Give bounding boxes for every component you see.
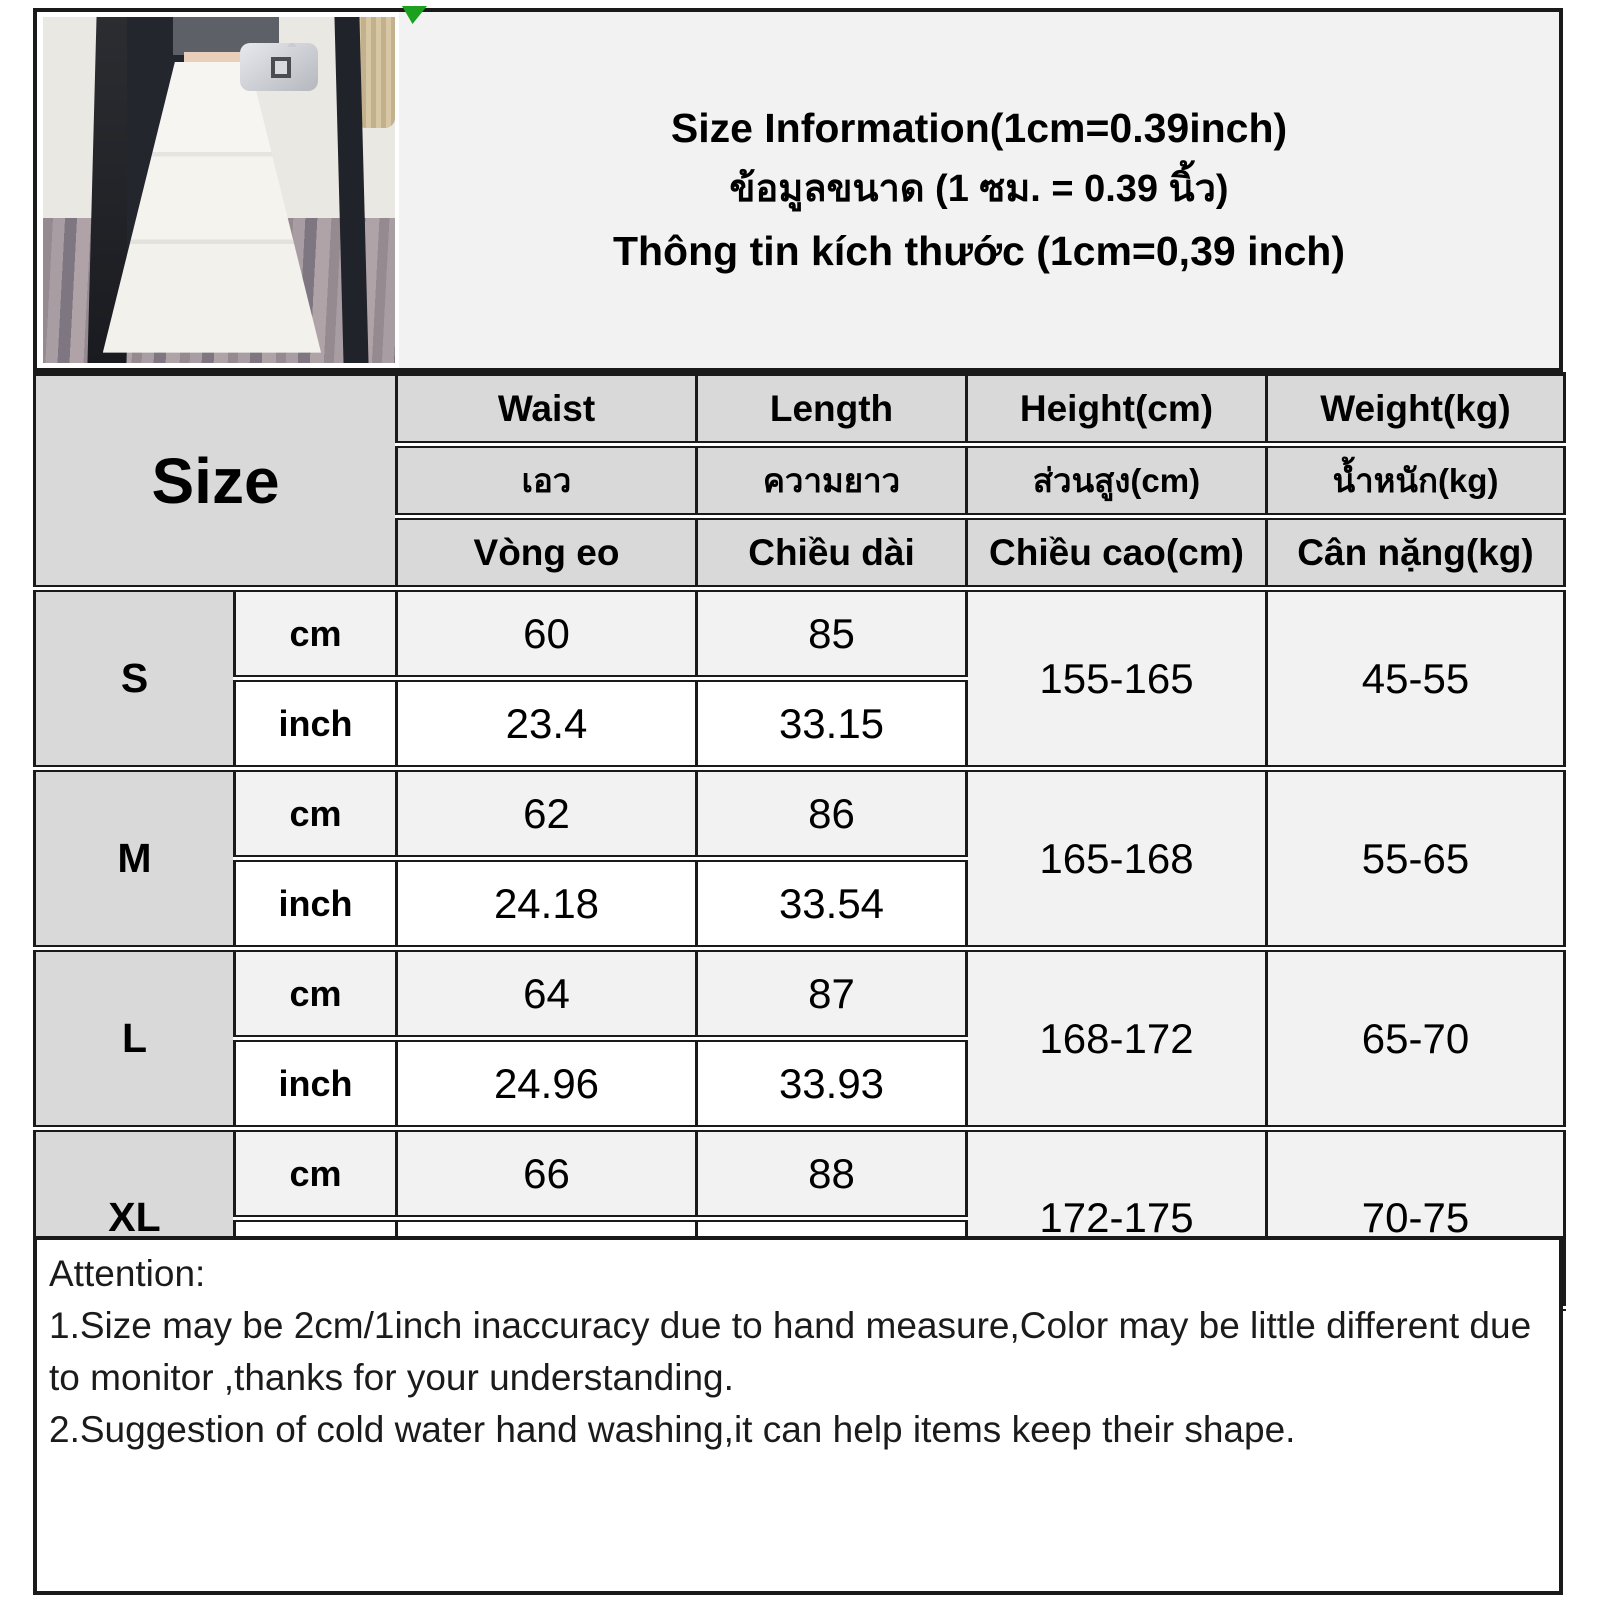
attention-heading: Attention: (49, 1253, 206, 1294)
header-weight-vi: Cân nặng(kg) (1265, 513, 1566, 592)
size-label-m: M (33, 765, 236, 952)
unit-label-cm: cm (233, 585, 398, 682)
handbag-buckle (271, 56, 292, 78)
s-length-inch: 33.15 (695, 675, 968, 772)
unit-label-inch: inch (233, 1035, 398, 1132)
title-vietnamese: Thông tin kích thước (1cm=0,39 inch) (612, 227, 1346, 274)
s-waist-cm: 60 (395, 585, 698, 682)
size-label-s: S (33, 585, 236, 772)
xl-waist-cm: 66 (395, 1125, 698, 1222)
lamp (356, 17, 395, 128)
header-weight-en: Weight(kg) (1265, 372, 1566, 448)
s-height: 155-165 (965, 585, 1268, 772)
m-weight: 55-65 (1265, 765, 1566, 952)
attention-item-2: 2.Suggestion of cold water hand washing,… (49, 1409, 1296, 1450)
header-length-en: Length (695, 372, 968, 448)
s-waist-inch: 23.4 (395, 675, 698, 772)
unit-label-inch: inch (233, 855, 398, 952)
l-length-cm: 87 (695, 945, 968, 1042)
header-waist-vi: Vòng eo (395, 513, 698, 592)
size-info-banner: Size Information(1cm=0.39inch) ข้อมูลขนา… (33, 8, 1563, 372)
unit-label-inch: inch (233, 675, 398, 772)
l-height: 168-172 (965, 945, 1268, 1132)
attention-notes: Attention: 1.Size may be 2cm/1inch inacc… (33, 1236, 1563, 1595)
unit-label-cm: cm (233, 765, 398, 862)
m-length-inch: 33.54 (695, 855, 968, 952)
product-photo (37, 12, 399, 368)
handbag-strap (288, 42, 297, 48)
size-label-l: L (33, 945, 236, 1132)
title-english: Size Information(1cm=0.39inch) (670, 105, 1288, 151)
l-length-inch: 33.93 (695, 1035, 968, 1132)
attention-item-1: 1.Size may be 2cm/1inch inaccuracy due t… (49, 1305, 1532, 1398)
header-waist-th: เอว (395, 441, 698, 520)
title-thai: ข้อมูลขนาด (1 ซม. = 0.39 นิ้ว) (729, 168, 1229, 211)
unit-label-cm: cm (233, 1125, 398, 1222)
header-height-en: Height(cm) (965, 372, 1268, 448)
m-height: 165-168 (965, 765, 1268, 952)
size-table: Size Waist Length Height(cm) Weight(kg) … (33, 372, 1566, 1311)
header-height-th: ส่วนสูง(cm) (965, 441, 1268, 520)
l-waist-cm: 64 (395, 945, 698, 1042)
header-height-vi: Chiều cao(cm) (965, 513, 1268, 592)
m-waist-inch: 24.18 (395, 855, 698, 952)
header-length-th: ความยาว (695, 441, 968, 520)
silver-handbag (240, 42, 318, 92)
l-weight: 65-70 (1265, 945, 1566, 1132)
title-block: Size Information(1cm=0.39inch) ข้อมูลขนา… (399, 12, 1559, 368)
m-waist-cm: 62 (395, 765, 698, 862)
header-weight-th: น้ำหนัก(kg) (1265, 441, 1566, 520)
xl-length-cm: 88 (695, 1125, 968, 1222)
l-waist-inch: 24.96 (395, 1035, 698, 1132)
header-length-vi: Chiều dài (695, 513, 968, 592)
header-waist-en: Waist (395, 372, 698, 448)
m-length-cm: 86 (695, 765, 968, 862)
size-header-cell: Size (33, 372, 398, 592)
s-length-cm: 85 (695, 585, 968, 682)
s-weight: 45-55 (1265, 585, 1566, 772)
product-photo-scene (43, 17, 395, 363)
unit-label-cm: cm (233, 945, 398, 1042)
